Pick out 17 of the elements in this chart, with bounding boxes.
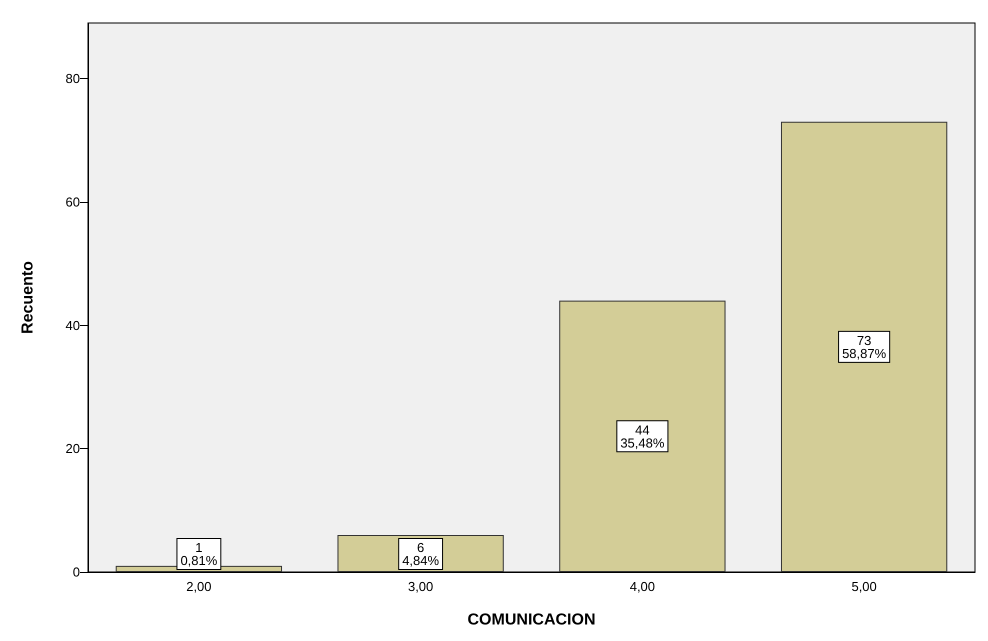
data-label: 44 35,48% <box>620 422 665 450</box>
y-axis-title: Recuento <box>20 260 36 334</box>
y-tick-label: 20 <box>66 441 80 456</box>
data-label: 6 4,84% <box>402 540 440 568</box>
y-tick-label: 40 <box>66 318 80 333</box>
data-label: 1 0,81% <box>180 540 218 568</box>
y-tick-label: 60 <box>66 194 80 210</box>
x-tick-label: 5,00 <box>851 579 877 594</box>
bar <box>780 122 948 572</box>
y-tick-label: 0 <box>72 564 80 580</box>
bar <box>559 300 726 572</box>
data-label: 73 58,87% <box>842 332 887 361</box>
x-tick-label: 2,00 <box>186 579 212 594</box>
y-tick-label: 80 <box>66 71 80 86</box>
x-tick-label: 3,00 <box>408 579 434 594</box>
x-axis-title: COMUNICACION <box>468 612 596 628</box>
x-tick-label: 4,00 <box>630 579 656 594</box>
